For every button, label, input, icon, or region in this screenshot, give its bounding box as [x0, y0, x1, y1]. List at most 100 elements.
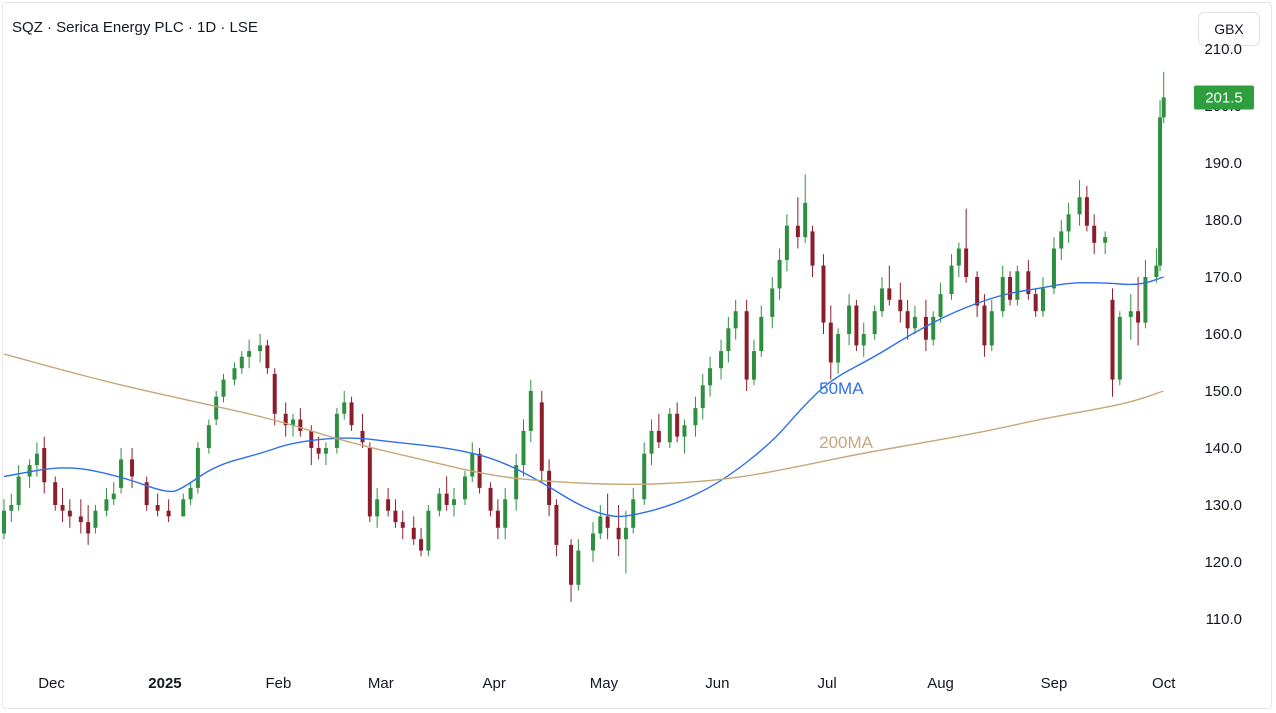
last-price-badge-layer: 201.5 [1194, 85, 1254, 110]
candle [539, 391, 544, 483]
price-tick-label: 160.0 [1204, 326, 1242, 343]
candle-body [265, 345, 270, 369]
candle [360, 413, 365, 448]
candle-body [155, 505, 160, 511]
candle-body [247, 351, 252, 357]
candle [631, 487, 636, 534]
candle [1015, 265, 1020, 306]
candle-body [923, 316, 928, 340]
price-tick-label: 140.0 [1204, 440, 1242, 457]
candle [821, 254, 826, 334]
candle [872, 305, 877, 340]
candle [949, 254, 954, 300]
candle-body [770, 288, 775, 317]
time-tick-label: Jul [818, 675, 837, 692]
candle [1110, 288, 1115, 397]
candle-body [1015, 271, 1020, 300]
candle [67, 499, 72, 528]
candle-body [784, 225, 789, 260]
candle-body [393, 510, 398, 523]
candle-body [166, 510, 171, 517]
candle [803, 174, 808, 243]
candle [880, 277, 885, 317]
candle-body [847, 305, 852, 334]
candle-body [744, 311, 749, 380]
candle-body [411, 527, 416, 540]
candle-body [821, 265, 826, 323]
candle [53, 476, 58, 511]
candle-body [119, 459, 124, 488]
candle-body [854, 305, 859, 346]
candle-body [803, 202, 808, 238]
candle [759, 305, 764, 357]
candle-body [656, 430, 661, 443]
candle [247, 339, 252, 369]
candle [598, 505, 603, 540]
candle-body [514, 465, 519, 500]
price-tick-label: 170.0 [1204, 269, 1242, 286]
candle-body [623, 527, 628, 540]
candle-body [9, 505, 14, 511]
candle-body [719, 351, 724, 369]
candle-body [1103, 237, 1108, 243]
candle [451, 487, 456, 517]
candle [470, 442, 475, 483]
candle-body [27, 465, 32, 477]
candle-body [631, 499, 636, 528]
candle-body [887, 288, 892, 300]
candle-body [206, 425, 211, 448]
candle [1154, 248, 1159, 283]
candle-body [1128, 311, 1133, 317]
candle [1117, 311, 1122, 386]
candle [272, 368, 277, 426]
candle [1158, 100, 1163, 272]
candle-body [777, 259, 782, 289]
candle-body [477, 453, 482, 488]
candle-body [214, 396, 219, 420]
candle-body [931, 316, 936, 340]
candle [982, 294, 987, 357]
last-price-value: 201.5 [1205, 89, 1243, 106]
time-tick-label: Aug [927, 675, 954, 692]
candle [605, 493, 610, 540]
ma-label-200ma: 200MA [819, 433, 874, 452]
candle [1128, 294, 1133, 340]
candle-body [462, 476, 467, 500]
candle [1033, 288, 1038, 317]
candle [521, 419, 526, 477]
candle-body [708, 368, 713, 386]
candle [426, 505, 431, 557]
candle-body [905, 311, 910, 329]
candle-body [872, 311, 877, 334]
candle-body [144, 482, 149, 505]
time-tick-label: Jun [705, 675, 729, 692]
price-tick-label: 150.0 [1204, 383, 1242, 400]
candle-body [1040, 288, 1045, 312]
candle [854, 299, 859, 352]
candle [923, 299, 928, 352]
candle [1066, 202, 1071, 243]
ma-line-50ma [3, 276, 1164, 518]
candle-body [104, 499, 109, 511]
candle [93, 505, 98, 534]
candle-body [470, 453, 475, 477]
candle-body [598, 516, 603, 534]
candle-body [989, 311, 994, 346]
candle [316, 436, 321, 460]
candle [989, 299, 994, 352]
candle-body [1066, 214, 1071, 232]
currency-button[interactable]: GBX [1198, 12, 1260, 46]
candle [323, 442, 328, 466]
candle [9, 493, 14, 523]
price-tick-label: 210.0 [1204, 41, 1242, 58]
price-tick-label: 190.0 [1204, 155, 1242, 172]
candle [623, 510, 628, 574]
candle [700, 373, 705, 420]
candle-body [956, 248, 961, 266]
candle [298, 408, 303, 437]
candle-body [349, 402, 354, 426]
candle [1143, 259, 1148, 329]
candle [576, 539, 581, 591]
